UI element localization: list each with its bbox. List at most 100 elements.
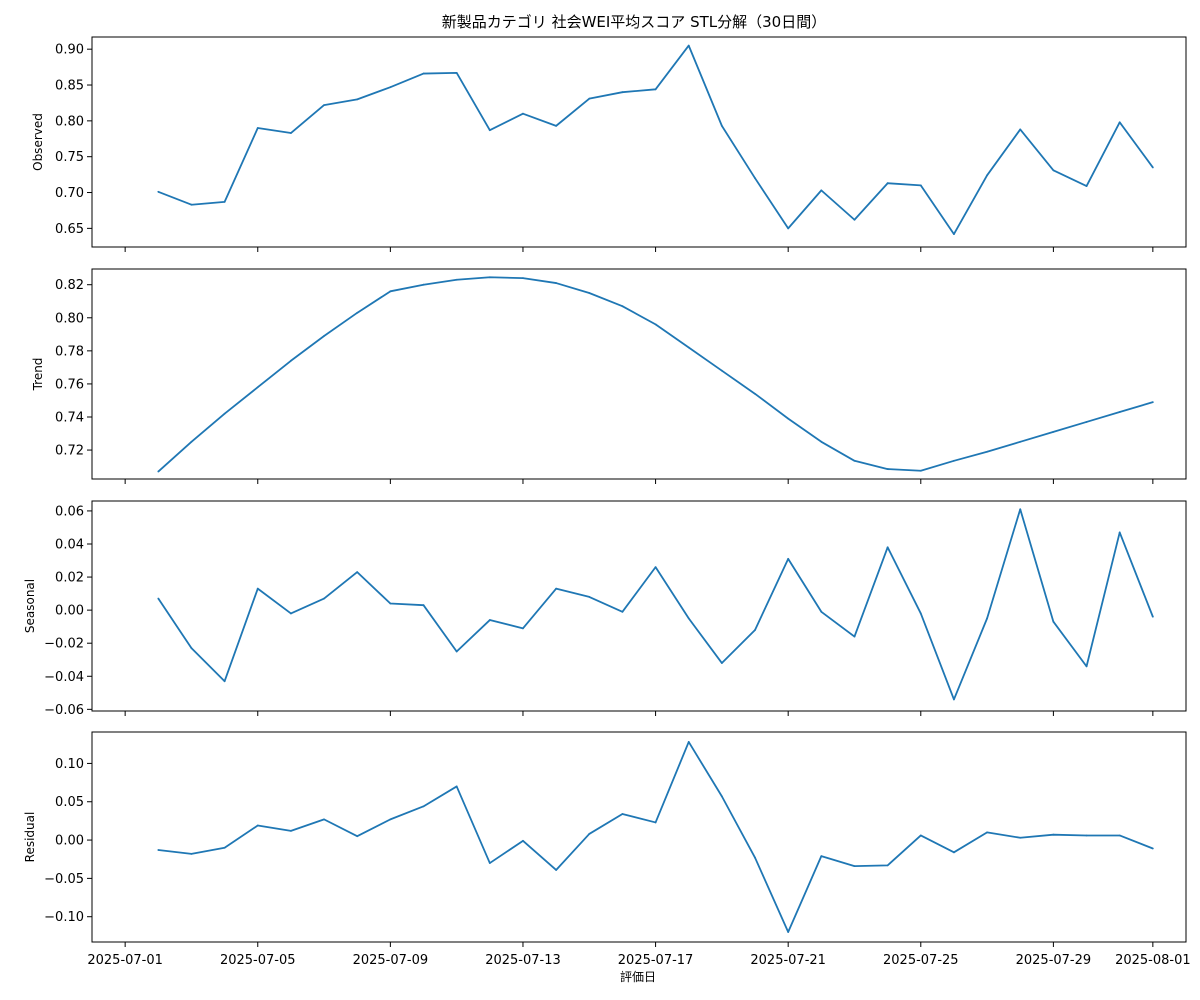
- residual-data-point: [1052, 833, 1055, 836]
- seasonal-data-point: [323, 597, 325, 600]
- observed-axes-frame: [91, 36, 1187, 248]
- residual-axis-label: Residual: [23, 812, 37, 863]
- trend-data-point: [1052, 430, 1055, 433]
- trend-panel: 0.72 0.74 0.76 0.78 0.80 0.82 Trend: [31, 268, 1187, 484]
- seasonal-data-point: [588, 596, 591, 598]
- seasonal-data-point: [621, 610, 624, 613]
- seasonal-ytick-label: 0.04: [55, 537, 84, 552]
- seasonal-ytick-label: 0.06: [55, 504, 84, 519]
- trend-data-point: [754, 392, 756, 395]
- seasonal-data-point: [820, 610, 823, 613]
- seasonal-ytick-label: −0.04: [44, 670, 84, 685]
- seasonal-data-point: [190, 647, 193, 650]
- panels-group: 0.65 0.70 0.75 0.80 0.85 0.90 Observed 0.72 0.74…: [23, 36, 1187, 947]
- residual-axes-frame: [91, 731, 1187, 943]
- seasonal-data-point: [754, 629, 756, 631]
- residual-data-point: [1019, 836, 1022, 839]
- residual-data-point: [488, 862, 491, 864]
- trend-axes-frame: [91, 268, 1187, 480]
- xtick-label: 2025-08-01: [1115, 953, 1191, 968]
- seasonal-data-point: [488, 619, 491, 621]
- seasonal-data-point: [256, 587, 259, 590]
- observed-data-point: [223, 200, 226, 203]
- observed-ytick-label: 0.70: [55, 186, 84, 201]
- observed-data-point: [356, 98, 359, 101]
- seasonal-data-point: [986, 617, 988, 620]
- observed-data-point: [256, 127, 259, 129]
- seasonal-data-point: [919, 612, 922, 615]
- residual-data-point: [455, 785, 458, 788]
- seasonal-data-point: [687, 617, 690, 620]
- observed-data-point: [621, 91, 624, 94]
- observed-axis-label: Observed: [31, 113, 45, 171]
- observed-data-point: [522, 112, 524, 115]
- trend-data-point: [853, 459, 856, 462]
- trend-axis-label: Trend: [31, 358, 45, 392]
- residual-data-point: [687, 741, 690, 743]
- trend-data-point: [488, 276, 491, 279]
- trend-data-point: [555, 282, 558, 284]
- seasonal-data-point: [654, 566, 657, 569]
- residual-data-point: [555, 869, 558, 871]
- seasonal-data-point: [422, 604, 425, 607]
- trend-data-point: [323, 335, 325, 337]
- observed-data-point: [1085, 185, 1088, 187]
- trend-data-point: [223, 412, 226, 415]
- seasonal-data-point: [1118, 531, 1121, 534]
- seasonal-data-point: [522, 627, 524, 630]
- observed-ytick-label: 0.75: [55, 150, 84, 165]
- trend-data-point: [455, 278, 458, 281]
- trend-data-point: [820, 440, 823, 443]
- seasonal-data-point: [389, 602, 392, 605]
- seasonal-data-point: [157, 597, 160, 600]
- trend-data-point: [919, 469, 922, 472]
- chart-title: 新製品カテゴリ 社会WEI平均スコア STL分解（30日間）: [442, 13, 826, 31]
- seasonal-ytick-label: −0.02: [44, 637, 84, 652]
- seasonal-data-point: [953, 698, 955, 701]
- observed-data-point: [886, 182, 889, 185]
- seasonal-axis-label: Seasonal: [23, 579, 37, 633]
- seasonal-data-point: [720, 662, 723, 664]
- xtick-label: 2025-07-21: [750, 953, 826, 968]
- observed-ytick-label: 0.85: [55, 79, 84, 94]
- seasonal-data-point: [1052, 620, 1055, 623]
- observed-data-point: [953, 233, 955, 236]
- residual-data-point: [389, 818, 392, 821]
- seasonal-ytick-label: 0.00: [55, 604, 84, 619]
- residual-data-point: [853, 865, 856, 868]
- observed-data-point: [588, 97, 591, 100]
- residual-data-point: [787, 931, 790, 933]
- trend-data-point: [720, 369, 723, 372]
- residual-data-point: [621, 813, 624, 815]
- observed-data-point: [1019, 128, 1022, 131]
- trend-ytick-label: 0.74: [55, 410, 84, 425]
- residual-data-point: [190, 852, 193, 855]
- observed-data-point: [488, 129, 491, 132]
- seasonal-series-line: [157, 508, 1154, 701]
- trend-data-point: [389, 290, 392, 293]
- residual-data-point: [754, 856, 756, 859]
- seasonal-ytick-label: 0.02: [55, 571, 84, 586]
- residual-data-point: [256, 824, 259, 827]
- seasonal-data-point: [356, 571, 359, 573]
- residual-data-point: [886, 864, 889, 867]
- observed-data-point: [986, 174, 988, 177]
- residual-data-point: [290, 829, 292, 832]
- residual-ytick-label: 0.00: [55, 834, 84, 849]
- residual-data-point: [1085, 834, 1088, 837]
- observed-data-point: [853, 218, 856, 221]
- seasonal-data-point: [1151, 615, 1154, 618]
- residual-ytick-label: −0.05: [44, 872, 84, 887]
- trend-data-point: [986, 450, 988, 453]
- x-tick-labels: 2025-07-01 2025-07-05 2025-07-09 2025-07-13…: [87, 953, 1190, 968]
- seasonal-data-point: [1085, 665, 1088, 668]
- trend-data-point: [256, 386, 259, 389]
- trend-data-point: [290, 359, 292, 362]
- xtick-label: 2025-07-29: [1016, 953, 1092, 968]
- trend-ytick-label: 0.80: [55, 311, 84, 326]
- observed-data-point: [919, 184, 922, 187]
- residual-ytick-label: 0.05: [55, 795, 84, 810]
- seasonal-data-point: [787, 557, 790, 560]
- observed-data-point: [1151, 166, 1154, 169]
